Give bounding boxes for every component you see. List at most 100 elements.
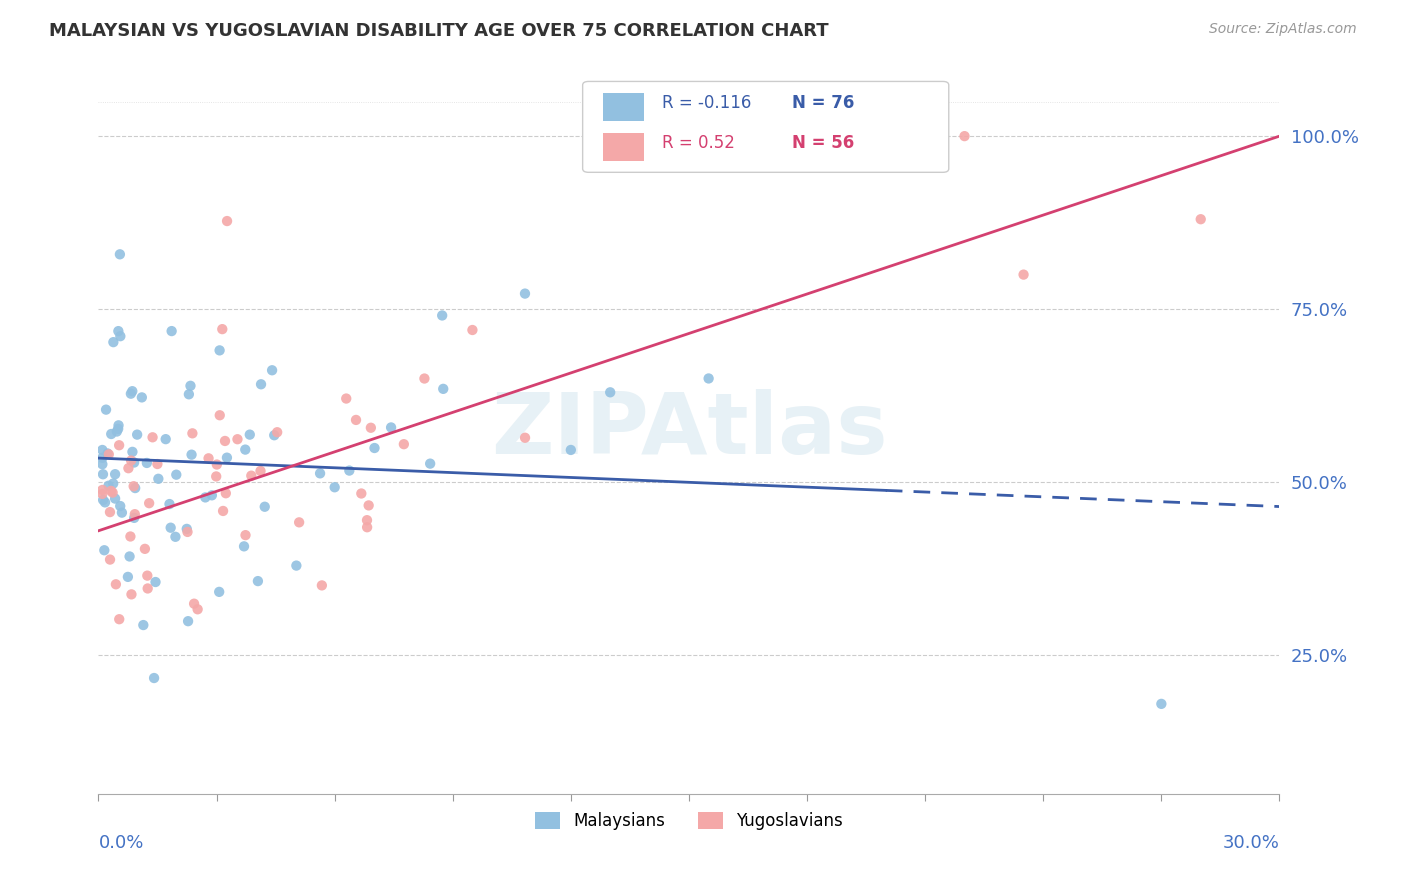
Text: MALAYSIAN VS YUGOSLAVIAN DISABILITY AGE OVER 75 CORRELATION CHART: MALAYSIAN VS YUGOSLAVIAN DISABILITY AGE … xyxy=(49,22,828,40)
Point xyxy=(132,618,155,632)
Point xyxy=(697,371,720,385)
Point xyxy=(177,614,200,628)
Point xyxy=(183,597,205,611)
Point xyxy=(215,214,238,228)
Point xyxy=(176,522,198,536)
Point xyxy=(215,486,238,500)
FancyBboxPatch shape xyxy=(582,81,949,172)
Point xyxy=(513,431,536,445)
Point xyxy=(253,500,276,514)
Legend: Malaysians, Yugoslavians: Malaysians, Yugoslavians xyxy=(529,805,849,837)
Point xyxy=(246,574,269,588)
Point xyxy=(249,464,271,478)
Point xyxy=(97,447,120,461)
Text: 30.0%: 30.0% xyxy=(1223,834,1279,852)
Point xyxy=(98,505,121,519)
Point xyxy=(1189,212,1212,227)
Point xyxy=(337,464,360,478)
Point xyxy=(97,479,120,493)
Point xyxy=(120,453,142,467)
Text: ZIPAtlas: ZIPAtlas xyxy=(491,389,887,472)
Point xyxy=(239,427,262,442)
Point xyxy=(103,476,125,491)
Point xyxy=(110,329,132,343)
Point xyxy=(91,483,114,497)
Point xyxy=(122,479,145,493)
Point xyxy=(513,286,536,301)
Point xyxy=(226,432,249,446)
Point xyxy=(187,602,209,616)
Point xyxy=(107,418,129,433)
Point xyxy=(135,456,157,470)
Point xyxy=(1150,697,1173,711)
Point xyxy=(118,549,141,564)
Point xyxy=(263,428,285,442)
Point xyxy=(461,323,484,337)
Point xyxy=(94,495,117,509)
Point xyxy=(181,426,204,441)
Point xyxy=(91,442,114,457)
Point xyxy=(205,469,228,483)
Point xyxy=(311,578,333,592)
Point xyxy=(413,371,436,385)
Point xyxy=(146,457,169,471)
Point xyxy=(335,392,357,406)
Point xyxy=(235,528,257,542)
Text: N = 56: N = 56 xyxy=(792,134,853,153)
Point xyxy=(212,504,235,518)
Bar xyxy=(603,133,644,161)
Point xyxy=(103,335,125,350)
Point xyxy=(96,446,118,460)
Point xyxy=(165,467,187,482)
Point xyxy=(194,491,217,505)
Point xyxy=(430,309,453,323)
Point xyxy=(124,481,146,495)
Point xyxy=(285,558,308,573)
Text: R = 0.52: R = 0.52 xyxy=(662,134,735,153)
Point xyxy=(101,485,124,500)
Point xyxy=(110,499,132,513)
Point xyxy=(111,506,134,520)
Point xyxy=(380,420,402,434)
Point xyxy=(360,421,382,435)
Point xyxy=(120,587,142,601)
Point xyxy=(262,363,284,377)
Point xyxy=(160,324,183,338)
Point xyxy=(419,457,441,471)
Point xyxy=(117,461,139,475)
Text: Source: ZipAtlas.com: Source: ZipAtlas.com xyxy=(1209,22,1357,37)
Point xyxy=(233,442,256,457)
Point xyxy=(159,521,181,535)
Point xyxy=(356,513,378,527)
Point xyxy=(208,409,231,423)
Point xyxy=(107,422,129,436)
Point xyxy=(214,434,236,448)
Point xyxy=(288,516,311,530)
Point xyxy=(105,425,128,439)
Text: N = 76: N = 76 xyxy=(792,95,853,112)
Point xyxy=(108,612,131,626)
Point xyxy=(560,442,582,457)
Point xyxy=(197,451,219,466)
Point xyxy=(104,467,127,482)
Point xyxy=(136,568,159,582)
Point xyxy=(208,585,231,599)
Point xyxy=(309,467,332,481)
Text: R = -0.116: R = -0.116 xyxy=(662,95,751,112)
Point xyxy=(91,457,114,471)
Point xyxy=(91,492,114,507)
Point xyxy=(145,574,167,589)
Bar xyxy=(603,93,644,120)
Point xyxy=(134,541,156,556)
Point xyxy=(120,529,142,543)
Point xyxy=(122,456,145,470)
Point xyxy=(344,413,367,427)
Point xyxy=(98,552,121,566)
Point xyxy=(104,491,127,506)
Point xyxy=(122,511,145,525)
Text: 0.0%: 0.0% xyxy=(98,834,143,852)
Point xyxy=(208,343,231,358)
Point xyxy=(117,570,139,584)
Point xyxy=(104,577,127,591)
Point xyxy=(91,467,114,482)
